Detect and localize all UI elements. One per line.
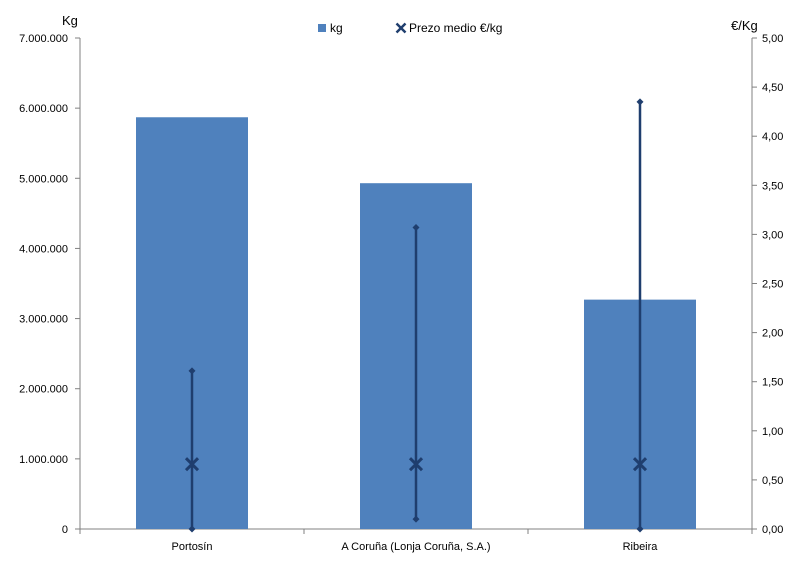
left-tick-label: 7.000.000 (19, 33, 68, 45)
right-tick-label: 0,00 (762, 524, 783, 536)
price-max-marker (188, 367, 196, 375)
left-tick-label: 6.000.000 (19, 103, 68, 115)
x-stroke (408, 457, 424, 472)
right-tick-label: 2,50 (762, 279, 783, 291)
right-tick-label: 2,00 (762, 328, 783, 340)
price-max-marker (636, 98, 644, 106)
right-tick-label: 1,00 (762, 426, 783, 438)
left-axis-title: Kg (62, 13, 78, 28)
category-label: Portosín (172, 541, 213, 553)
price-mean-marker (408, 457, 424, 472)
right-tick-label: 4,50 (762, 82, 783, 94)
right-tick-label: 5,00 (762, 33, 783, 45)
price-min-marker (188, 525, 196, 533)
left-tick-label: 0 (62, 524, 68, 536)
legend-label-kg: kg (330, 21, 343, 35)
left-tick-label: 1.000.000 (19, 454, 68, 466)
legend-swatch-price (395, 22, 407, 34)
left-tick-label: 2.000.000 (19, 384, 68, 396)
labels: 0 1.000.000 2.000.000 3.000.000 4.000.000 5.0… (19, 13, 783, 553)
category-label: Ribeira (623, 541, 659, 553)
right-tick-label: 3,00 (762, 229, 783, 241)
right-tick-label: 1,50 (762, 377, 783, 389)
right-tick-label: 4,00 (762, 131, 783, 143)
right-tick-label: 3,50 (762, 180, 783, 192)
price-mean-marker (184, 457, 200, 472)
left-tick-label: 3.000.000 (19, 314, 68, 326)
price-min-marker (412, 515, 420, 523)
x-stroke (632, 457, 648, 472)
left-tick-label: 5.000.000 (19, 173, 68, 185)
price-max-marker (412, 224, 420, 232)
price-markers (184, 98, 648, 533)
price-min-marker (636, 525, 644, 533)
category-label: A Coruña (Lonja Coruña, S.A.) (341, 541, 490, 553)
left-tick-label: 4.000.000 (19, 243, 68, 255)
x-stroke (184, 457, 200, 472)
right-tick-label: 0,50 (762, 475, 783, 487)
legend: kg Prezo medio €/kg (318, 21, 502, 35)
right-axis-title: €/Kg (731, 18, 758, 33)
legend-label-price: Prezo medio €/kg (409, 21, 502, 35)
x-stroke (395, 22, 407, 34)
price-mean-marker (632, 457, 648, 472)
legend-swatch-kg (318, 24, 326, 32)
